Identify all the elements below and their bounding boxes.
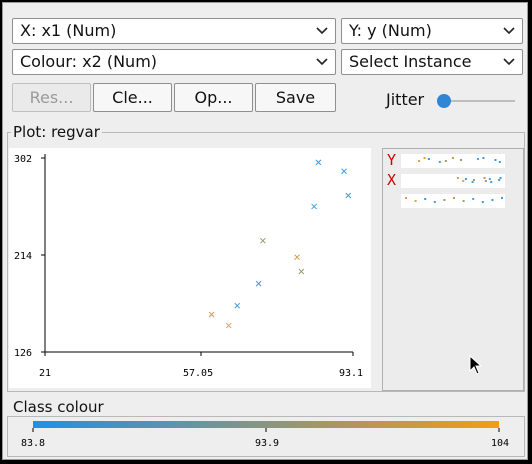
y-attribute-bar (401, 154, 505, 168)
colour-tick-label: 93.9 (255, 438, 279, 449)
scatter-point[interactable] (298, 268, 305, 275)
scatter-point[interactable] (315, 159, 322, 166)
scatter-point[interactable] (260, 237, 266, 244)
jitter-slider-track[interactable] (443, 100, 515, 102)
x-tick-label: 93.1 (339, 368, 363, 379)
y-axis-select[interactable]: Y: y (Num) (341, 18, 523, 44)
colour-tick-label: 104 (491, 438, 509, 449)
attribute-dot (490, 181, 493, 183)
attribute-dot (499, 177, 502, 179)
y-tick-label: 302 (14, 154, 32, 165)
scatter-point[interactable] (311, 203, 317, 210)
attribute-dot (462, 180, 465, 182)
scatter-plot-area[interactable]: 302 214 126 21 57.05 93.1 (9, 148, 371, 388)
x2-attribute-bar (401, 194, 505, 208)
chevron-down-icon (316, 27, 328, 35)
attribute-dot (456, 177, 459, 179)
attribute-dot (491, 199, 494, 201)
instance-select-label: Select Instance (349, 52, 472, 71)
attribute-dot (462, 200, 465, 202)
scatter-point[interactable] (225, 322, 232, 329)
plot-title: Plot: regvar (11, 123, 102, 141)
colour-select[interactable]: Colour: x2 (Num) (12, 49, 336, 75)
scatter-point[interactable] (345, 192, 352, 199)
x-tick-label: 21 (39, 368, 51, 379)
chevron-down-icon (316, 58, 328, 66)
scatter-plot: 302 214 126 21 57.05 93.1 (14, 154, 363, 379)
y-axis-select-label: Y: y (Num) (349, 21, 432, 40)
attribute-dot (498, 161, 501, 163)
attribute-dot (451, 157, 454, 159)
attribute-dot (405, 197, 407, 199)
instance-select[interactable]: Select Instance (341, 49, 523, 75)
attribute-dot (418, 160, 421, 162)
attribute-dot (488, 178, 491, 180)
scatter-point[interactable] (341, 168, 347, 175)
y-tick-label: 214 (14, 251, 32, 262)
scatter-point[interactable] (255, 280, 262, 287)
scatter-point[interactable] (294, 254, 300, 261)
attribute-dot (438, 161, 441, 163)
mouse-cursor-icon (469, 355, 483, 375)
attribute-dot (482, 157, 485, 159)
x-axis-select-label: X: x1 (Num) (20, 21, 117, 40)
class-colour-legend: 83.8 93.9 104 (21, 421, 509, 449)
attribute-dot (477, 158, 479, 160)
attribute-dot (472, 198, 475, 200)
attribute-dot (494, 159, 497, 161)
attribute-bars-panel[interactable]: Y X (382, 148, 524, 391)
chevron-down-icon (503, 58, 515, 66)
attribute-dot (433, 201, 436, 203)
class-colour-group (7, 416, 525, 457)
attribute-dot (464, 178, 467, 180)
visualize-panel: X: x1 (Num) Y: y (Num) Colour: x2 (Num) … (2, 2, 528, 460)
side-y-label: Y (387, 151, 396, 169)
attribute-dot (498, 179, 501, 181)
attribute-dot (423, 157, 426, 159)
x-axis-select[interactable]: X: x1 (Num) (12, 18, 336, 44)
scatter-point[interactable] (234, 302, 241, 309)
y-tick-label: 126 (14, 348, 32, 359)
attribute-dot (481, 201, 484, 203)
class-colour-title: Class colour (11, 398, 106, 416)
clear-button[interactable]: Cle... (93, 83, 172, 112)
colour-gradient-bar (33, 421, 499, 428)
reset-button[interactable]: Res... (12, 83, 91, 112)
attribute-dot (483, 177, 486, 179)
x-attribute-bar (401, 174, 505, 188)
attribute-dot (484, 180, 487, 182)
open-button[interactable]: Op... (174, 83, 253, 112)
attribute-dot (501, 197, 503, 199)
scatter-point[interactable] (208, 311, 215, 318)
attribute-dot (444, 160, 447, 162)
attribute-dot (460, 159, 463, 161)
x-tick-label: 57.05 (183, 368, 213, 379)
attribute-dot (427, 158, 430, 160)
side-x-label: X (387, 171, 396, 189)
attribute-dot (424, 198, 427, 200)
attribute-dot (443, 199, 446, 201)
jitter-label: Jitter (386, 90, 425, 109)
attribute-dot (453, 197, 455, 199)
attribute-dot (414, 200, 417, 202)
attribute-dot (471, 181, 474, 183)
attribute-dot (472, 179, 475, 181)
colour-select-label: Colour: x2 (Num) (20, 52, 158, 71)
chevron-down-icon (503, 27, 515, 35)
jitter-slider-thumb[interactable] (437, 94, 451, 108)
save-button[interactable]: Save (255, 83, 336, 112)
attribute-bars: Y X (387, 151, 505, 208)
plot-group (7, 132, 525, 392)
colour-tick-label: 83.8 (21, 438, 45, 449)
